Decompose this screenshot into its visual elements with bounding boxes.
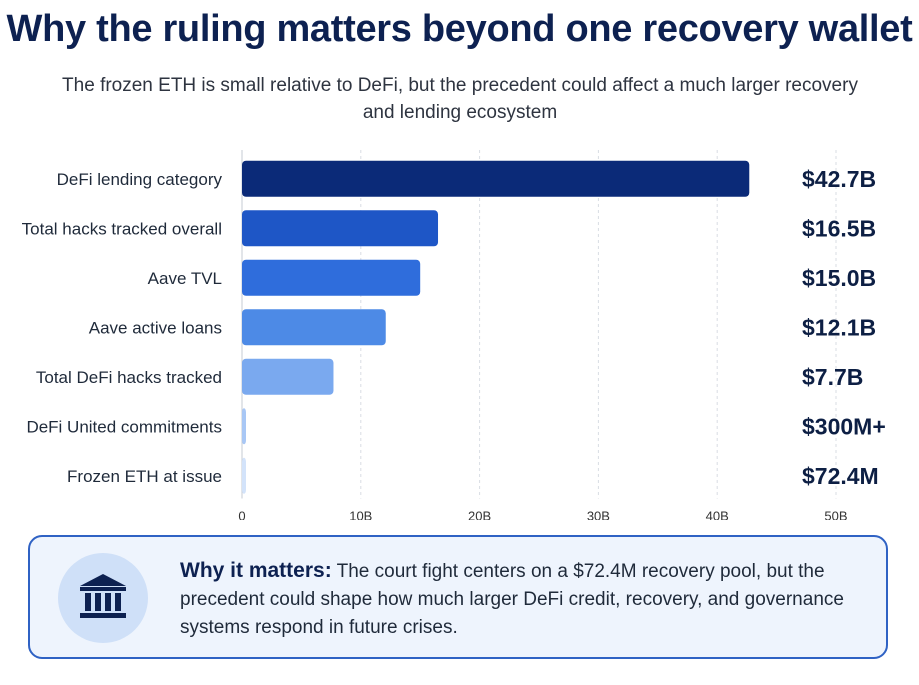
page-title: Why the ruling matters beyond one recove… — [6, 8, 913, 50]
category-label: DeFi lending category — [57, 170, 223, 189]
bar — [242, 309, 386, 346]
category-label: Aave TVL — [148, 269, 222, 288]
category-label: Total DeFi hacks tracked — [36, 368, 222, 387]
x-tick-label: 10B — [349, 509, 372, 521]
bank-icon — [58, 553, 148, 643]
value-label: $7.7B — [802, 364, 863, 390]
callout-text: Why it matters: The court fight centers … — [180, 557, 860, 642]
x-tick-label: 0 — [238, 509, 245, 521]
callout-body: The court fight centers on a $72.4M reco… — [180, 561, 844, 638]
x-tick-label: 30B — [587, 509, 610, 521]
value-label: $72.4M — [802, 463, 879, 489]
bar — [242, 259, 421, 296]
category-label: Aave active loans — [89, 318, 222, 337]
callout-heading: Why it matters: — [180, 559, 332, 582]
x-tick-label: 20B — [468, 509, 491, 521]
value-label: $12.1B — [802, 314, 876, 340]
category-label: Frozen ETH at issue — [67, 467, 222, 486]
value-label: $300M+ — [802, 413, 886, 439]
bar — [242, 408, 246, 445]
bar — [242, 210, 439, 247]
category-label: DeFi United commitments — [26, 417, 222, 436]
value-label: $16.5B — [802, 215, 876, 241]
category-label: Total hacks tracked overall — [22, 219, 222, 238]
bar — [242, 358, 334, 395]
value-label: $42.7B — [802, 166, 876, 192]
x-tick-label: 50B — [824, 509, 847, 521]
value-label: $15.0B — [802, 265, 876, 291]
x-tick-label: 40B — [706, 509, 729, 521]
bar-chart: 0 10B 20B 30B 40B 50B DeFi lending category $42… — [22, 150, 886, 521]
page-subtitle: The frozen ETH is small relative to DeFi… — [62, 75, 858, 123]
why-it-matters-callout: Why it matters: The court fight centers … — [28, 535, 888, 659]
bar — [242, 160, 750, 197]
bar — [242, 457, 246, 494]
